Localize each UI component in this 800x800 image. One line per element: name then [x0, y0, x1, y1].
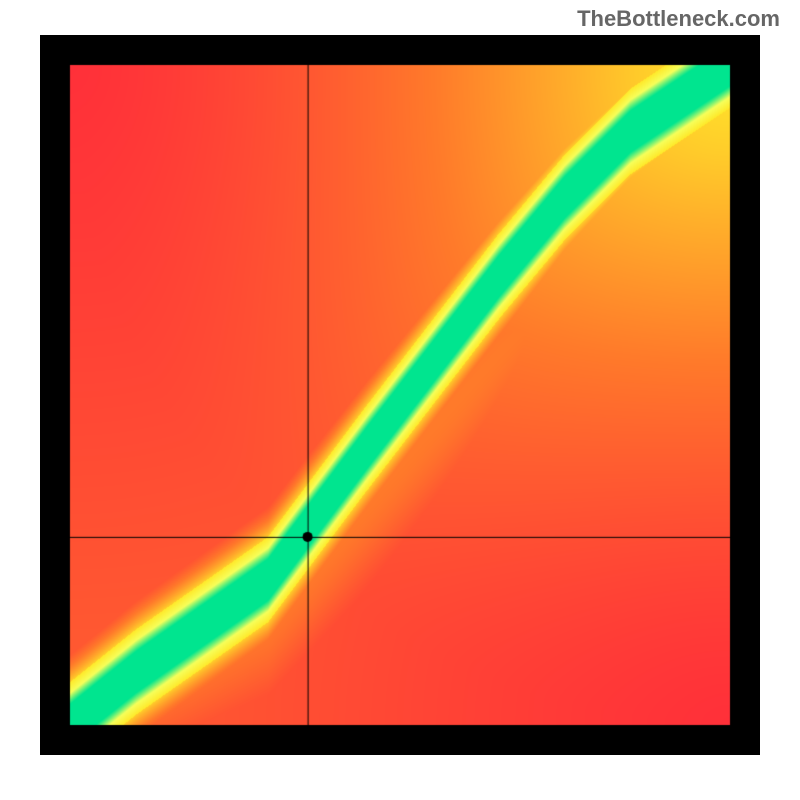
watermark-text: TheBottleneck.com	[577, 6, 780, 32]
heatmap-canvas	[40, 35, 760, 755]
heatmap-plot	[40, 35, 760, 755]
